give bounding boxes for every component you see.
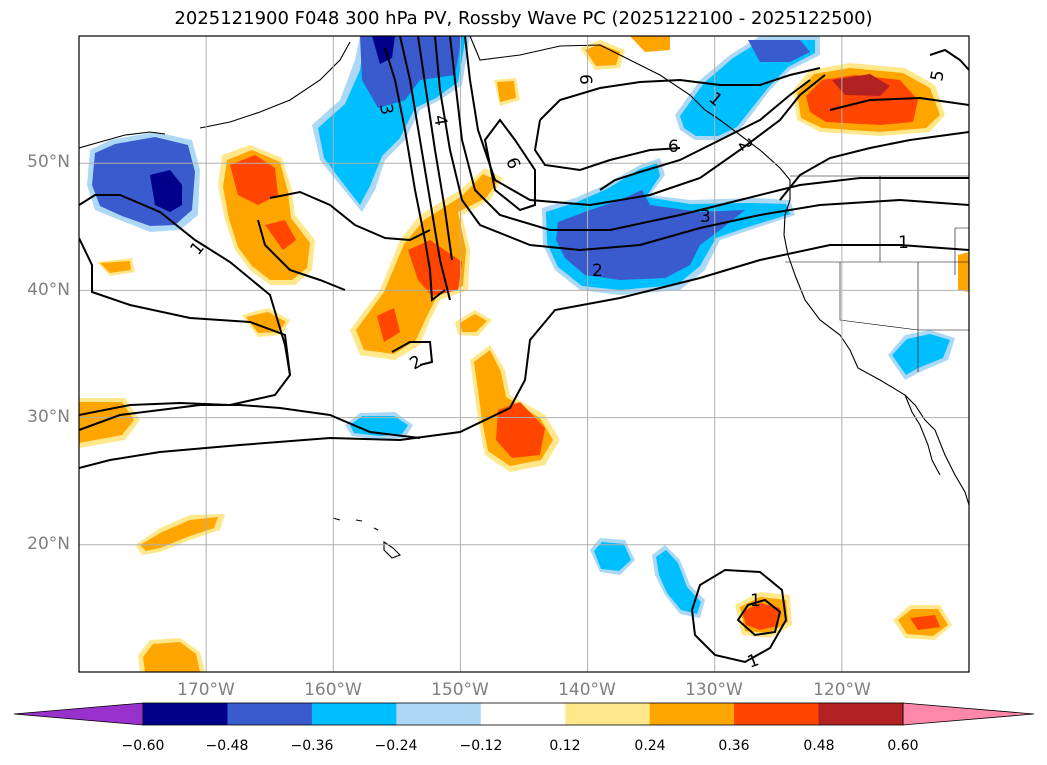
colorbar-extend-high (902, 702, 1035, 726)
colorbar-cell (649, 703, 735, 725)
pv-blob-30n-blue (345, 412, 413, 440)
contour-label: 4 (429, 113, 451, 127)
colorbar-cell (227, 703, 313, 725)
contour-label: 2 (592, 261, 603, 281)
colorbar-label: −0.24 (374, 738, 418, 754)
contour-labels: 1 2 3 4 5 6 1 1 2 3 6 6 1 1 2 (187, 69, 949, 673)
pv-blob-west-blue (87, 132, 200, 232)
colorbar-cell (480, 703, 566, 725)
lon-tick-label: 140°W (558, 680, 616, 700)
colorbar (13, 702, 1035, 726)
contour-label: 3 (700, 207, 711, 227)
colorbar-label: 0.36 (718, 738, 750, 754)
colorbar-label: −0.36 (290, 738, 334, 754)
colorbar-label: −0.60 (121, 738, 165, 754)
lat-tick-label: 20°N (27, 534, 70, 554)
contour-label: 5 (927, 69, 949, 83)
colorbar-cell (396, 703, 482, 725)
colorbar-extend-low (13, 702, 144, 726)
contour-label: 1 (898, 233, 909, 253)
pv-blob-south-blue (590, 538, 705, 618)
plot-frame (78, 35, 970, 673)
lon-tick-label: 160°W (304, 680, 362, 700)
colorbar-frame (142, 702, 904, 726)
colorbar-cell (143, 703, 228, 725)
lat-tick-label: 50°N (27, 152, 70, 172)
lon-tick-label: 120°W (813, 680, 871, 700)
pv-blob-central-blue (542, 158, 795, 295)
pv-blob-calif-blue (888, 252, 969, 380)
gridlines (79, 36, 969, 672)
coastlines (79, 36, 969, 559)
pv-blob-hawaii-orange (135, 514, 225, 672)
pv-blob-west-orange (218, 145, 315, 285)
colorbar-cells (143, 703, 904, 725)
colorbar-label: 0.12 (549, 738, 581, 754)
colorbar-label: 0.24 (634, 738, 666, 754)
colorbar-label: 0.48 (803, 738, 835, 754)
colorbar-cell (565, 703, 651, 725)
colorbar-label: −0.12 (459, 738, 503, 754)
contour-label: 6 (501, 155, 523, 172)
lon-tick-label: 130°W (685, 680, 743, 700)
pv-blob-se-orange (735, 592, 952, 640)
pv-blob-alaska-orange (580, 36, 670, 70)
contour-label: 1 (750, 591, 761, 611)
contour-label: 2 (407, 352, 426, 375)
pv-blob-central-orange (350, 78, 520, 360)
colorbar-cell (311, 703, 397, 725)
contour-label: 6 (668, 137, 679, 157)
lat-tick-label: 30°N (27, 407, 70, 427)
rossby-contours (79, 36, 969, 664)
pv-blob-south-orange (470, 345, 560, 472)
state-borders (785, 175, 969, 372)
contour-label: 6 (575, 74, 595, 85)
colorbar-label: −0.48 (205, 738, 249, 754)
lon-tick-label: 150°W (431, 680, 489, 700)
colorbar-cell (818, 703, 904, 725)
lat-tick-label: 40°N (27, 280, 70, 300)
contour-label: 3 (375, 102, 397, 116)
lon-tick-label: 170°W (177, 680, 235, 700)
pv-shading (79, 36, 969, 672)
map-title: 2025121900 F048 300 hPa PV, Rossby Wave … (174, 8, 873, 29)
colorbar-cell (734, 703, 820, 725)
colorbar-label: 0.60 (887, 738, 919, 754)
